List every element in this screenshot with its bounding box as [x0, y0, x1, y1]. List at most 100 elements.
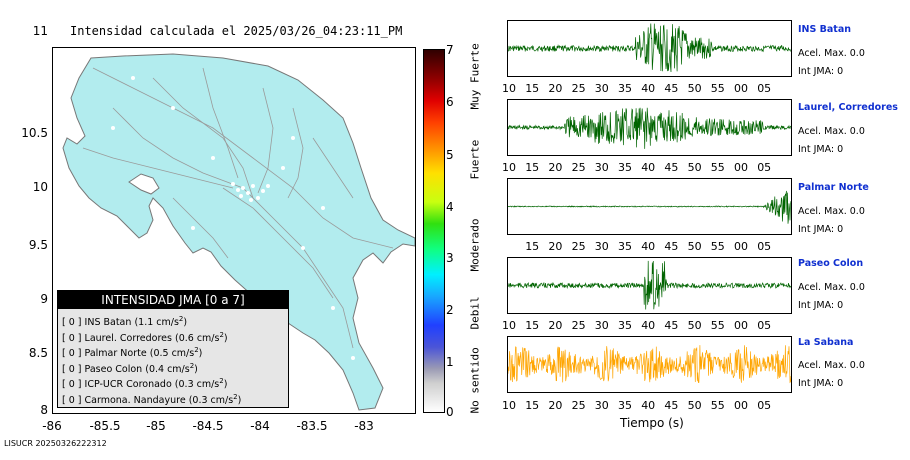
footer-id: LISUCR 20250326222312	[4, 439, 107, 448]
time-tick: 10	[502, 161, 516, 174]
time-tick: 55	[710, 240, 725, 253]
time-tick: 45	[664, 82, 679, 95]
time-tick: 00	[734, 161, 748, 174]
roads-layer	[82, 67, 394, 349]
time-tick: 25	[571, 161, 586, 174]
map-title: Intensidad calculada el 2025/03/26_04:23…	[70, 24, 403, 38]
waveform-trace	[508, 107, 791, 149]
station-accel: Acel. Max. 0.0	[798, 282, 865, 293]
time-tick: 25	[571, 240, 586, 253]
scale-tick: 1	[446, 355, 454, 369]
time-tick: 30	[594, 399, 609, 412]
station-name: INS Batan	[798, 24, 852, 35]
map-x-tick: -84	[250, 419, 270, 433]
time-tick: 35	[618, 161, 632, 174]
time-tick: 50	[687, 161, 702, 174]
scale-tick: 5	[446, 148, 454, 162]
time-tick: 40	[641, 319, 656, 332]
time-tick: 15	[525, 82, 540, 95]
time-tick: 05	[757, 319, 772, 332]
time-tick: 25	[571, 82, 586, 95]
waveform-ticks: 10 15 20 25 30 35 40 45 50 55 00 05	[502, 82, 797, 95]
scale-tick: 4	[446, 200, 454, 214]
station-accel: Acel. Max. 0.0	[798, 126, 865, 137]
scale-tick: 6	[446, 95, 454, 109]
time-tick: 00	[734, 319, 748, 332]
time-tick: 15	[525, 240, 540, 253]
waveform-trace	[508, 260, 791, 310]
map-y-tick: 8.5	[28, 346, 48, 360]
time-tick: 25	[571, 399, 586, 412]
costa-rica-map	[62, 53, 415, 411]
scale-label: Moderado	[468, 218, 482, 272]
time-tick: 55	[710, 399, 725, 412]
waveform-line	[508, 190, 791, 224]
time-tick: 05	[757, 399, 772, 412]
time-tick: 50	[687, 399, 702, 412]
time-tick: 05	[757, 82, 772, 95]
waveform-panel-palmar-norte	[507, 178, 792, 235]
waveform-line	[508, 107, 791, 149]
station-name: Palmar Norte	[798, 182, 869, 193]
scale-tick: 3	[446, 251, 454, 265]
legend-row: [ 0 ] Paseo Colon (0.4 cm/s2)	[62, 361, 198, 375]
time-tick: 35	[618, 240, 632, 253]
map-y-tick: 11	[32, 24, 48, 38]
time-tick: 45	[664, 240, 679, 253]
time-tick: 00	[734, 240, 748, 253]
map-y-tick: 10.5	[21, 126, 48, 140]
scale-tick: 2	[446, 303, 454, 317]
time-tick: 40	[641, 399, 656, 412]
time-tick: 50	[687, 319, 702, 332]
legend-row: [ 0 ] ICP-UCR Coronado (0.3 cm/s2)	[62, 377, 228, 391]
time-tick: 15	[525, 161, 540, 174]
time-tick: 45	[664, 161, 679, 174]
time-tick: 45	[664, 399, 679, 412]
time-tick: 20	[548, 82, 563, 95]
station-name: Laurel, Corredores	[798, 102, 898, 113]
map-y-tick: 10	[32, 180, 48, 194]
map-x-tick: -84.5	[192, 419, 224, 433]
scale-label: Fuerte	[468, 139, 482, 180]
time-tick: 45	[664, 319, 679, 332]
time-tick: 30	[594, 319, 609, 332]
time-tick: 40	[641, 161, 656, 174]
waveform-line	[508, 345, 791, 384]
time-tick: 50	[687, 82, 702, 95]
legend-row: [ 0 ] Palmar Norte (0.5 cm/s2)	[62, 346, 203, 360]
time-tick: 05	[757, 161, 772, 174]
time-tick: 20	[548, 161, 563, 174]
waveform-ticks: 10 15 20 25 30 35 40 45 50 55 00 05	[502, 399, 797, 412]
time-tick: 30	[594, 240, 609, 253]
time-tick: 40	[641, 82, 656, 95]
map-x-tick: -85	[146, 419, 166, 433]
waveform-ticks: 10 15 20 25 30 35 40 45 50 55 00 05	[502, 319, 797, 332]
station-name: Paseo Colon	[798, 258, 864, 269]
time-tick: 20	[548, 319, 563, 332]
time-tick: 15	[525, 319, 540, 332]
map-x-tick: -83.5	[296, 419, 328, 433]
waveform-panel-paseo-colon	[507, 257, 792, 314]
legend-list: [ 0 ] INS Batan (1.1 cm/s2) [ 0 ] Laurel…	[58, 309, 288, 406]
scale-label: Debil	[468, 296, 482, 330]
station-jma: Int JMA: 0	[798, 224, 844, 235]
waveform-trace	[508, 23, 791, 73]
station-name: La Sabana	[798, 337, 854, 348]
station-jma: Int JMA: 0	[798, 378, 844, 389]
legend-row: [ 0 ] INS Batan (1.1 cm/s2)	[62, 315, 188, 329]
map-y-tick: 9.5	[28, 238, 48, 252]
waveform-panel-laurel	[507, 99, 792, 156]
station-accel: Acel. Max. 0.0	[798, 360, 865, 371]
scale-tick: 0	[446, 405, 454, 419]
time-tick: 15	[525, 399, 540, 412]
time-tick: 55	[710, 319, 725, 332]
waveform-line	[508, 260, 791, 310]
scale-label: Muy Fuerte	[468, 43, 482, 110]
time-tick: 10	[502, 82, 516, 95]
station-jma: Int JMA: 0	[798, 144, 844, 155]
waveform-trace	[508, 345, 791, 384]
scale-label: No sentido	[468, 347, 482, 414]
map-y-tick: 9	[40, 292, 48, 306]
time-tick: 35	[618, 399, 632, 412]
time-tick: 55	[710, 161, 725, 174]
